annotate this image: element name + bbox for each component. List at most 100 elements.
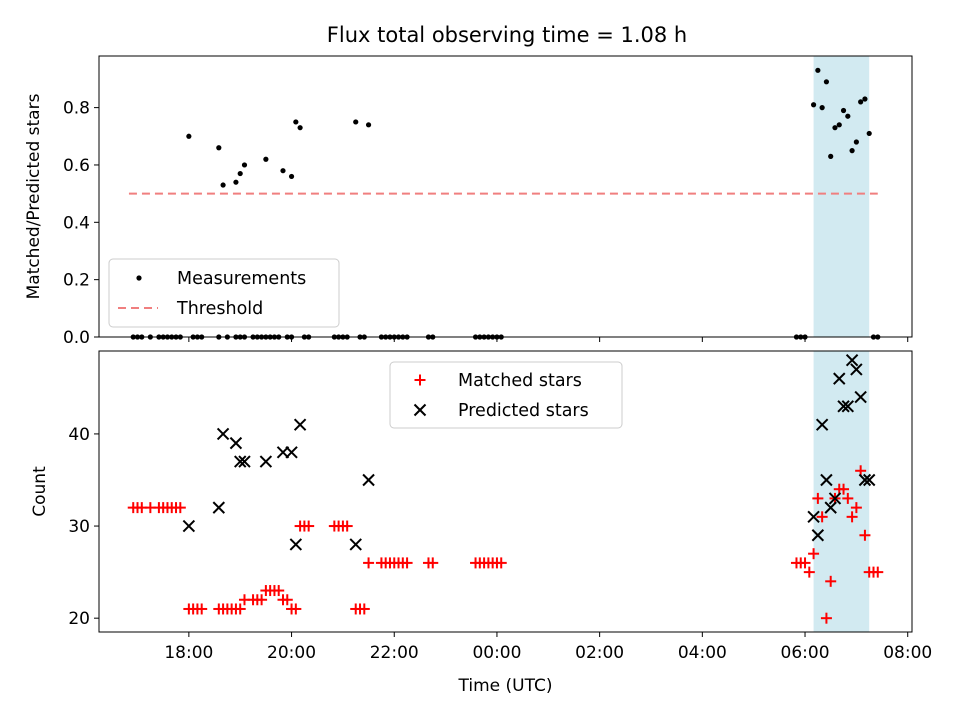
top-legend-box bbox=[108, 258, 340, 328]
predicted-point bbox=[807, 510, 820, 524]
predicted-star-points bbox=[182, 354, 876, 551]
measurement-point bbox=[815, 67, 821, 73]
measurement-point bbox=[849, 148, 855, 154]
matched-point bbox=[842, 492, 854, 504]
x-stroke-b bbox=[229, 436, 243, 450]
measurement-point bbox=[853, 139, 859, 145]
matched-point bbox=[256, 594, 268, 606]
x-stroke-b bbox=[824, 501, 837, 514]
top-y-tick-label: 0.8 bbox=[63, 99, 90, 119]
predicted-point bbox=[815, 418, 829, 431]
predicted-point bbox=[289, 538, 303, 551]
matched-point bbox=[820, 612, 832, 624]
x-tick-label: 06:00 bbox=[781, 643, 830, 663]
measurement-point bbox=[836, 122, 842, 128]
predicted-point bbox=[833, 372, 846, 385]
bottom-x-axis-ticks: 18:00 20:00 22:00 00:00 02:00 04:00 06:00 08:00 bbox=[164, 632, 932, 663]
ratio-panel: 0.00.20.40.60.8 Matched/Predicted stars … bbox=[24, 55, 913, 348]
x-stroke-b bbox=[216, 427, 230, 441]
bottom-y-axis-ticks: 20 30 40 bbox=[68, 425, 99, 629]
top-y-tick-label: 0.2 bbox=[63, 271, 90, 291]
x-tick-label: 20:00 bbox=[267, 643, 316, 663]
legend-threshold-label: Threshold bbox=[176, 299, 263, 319]
measurement-point bbox=[297, 125, 303, 131]
legend-matched-label: Matched stars bbox=[458, 371, 582, 391]
predicted-point bbox=[212, 501, 226, 514]
predicted-point bbox=[233, 455, 247, 468]
matched-point bbox=[363, 557, 375, 569]
matched-point bbox=[358, 603, 370, 615]
matched-point bbox=[303, 520, 315, 532]
matched-point bbox=[273, 585, 285, 597]
predicted-point bbox=[824, 501, 837, 514]
legend-matched-marker bbox=[414, 374, 426, 386]
matched-point bbox=[846, 511, 858, 523]
x-stroke-b bbox=[850, 363, 863, 376]
predicted-point bbox=[285, 446, 298, 459]
measurement-point bbox=[832, 125, 838, 131]
predicted-point bbox=[858, 473, 872, 487]
matched-point bbox=[838, 483, 850, 495]
matched-star-points bbox=[127, 465, 884, 624]
measurement-point bbox=[819, 105, 825, 111]
bottom-y-tick-label: 30 bbox=[68, 517, 90, 537]
measurement-point bbox=[186, 133, 192, 139]
predicted-point bbox=[293, 418, 307, 431]
measurement-point bbox=[216, 145, 222, 151]
predicted-point bbox=[828, 492, 842, 505]
measurement-point bbox=[823, 79, 830, 85]
measurement-point bbox=[862, 96, 868, 102]
top-x-axis-ticks bbox=[188, 337, 909, 342]
measurement-point bbox=[866, 130, 872, 137]
legend-measurements-marker bbox=[136, 275, 142, 281]
x-tick-label: 00:00 bbox=[472, 643, 521, 663]
x-tick-label: 18:00 bbox=[164, 643, 213, 663]
measurement-point bbox=[233, 179, 239, 185]
top-y-tick-label: 0.0 bbox=[63, 328, 90, 348]
predicted-point bbox=[845, 354, 859, 367]
measurement-point bbox=[288, 173, 295, 180]
matched-point bbox=[341, 520, 353, 532]
matched-point bbox=[808, 548, 820, 560]
x-stroke-b bbox=[828, 492, 842, 505]
matched-point bbox=[281, 594, 293, 606]
x-stroke-b bbox=[293, 418, 307, 431]
matched-point bbox=[816, 511, 828, 523]
x-stroke-b bbox=[212, 501, 226, 514]
top-legend: Measurements Threshold bbox=[108, 258, 340, 328]
bottom-y-tick-label: 20 bbox=[68, 609, 90, 629]
top-y-axis-label: Matched/Predicted stars bbox=[24, 93, 44, 299]
measurement-point bbox=[263, 156, 269, 162]
x-stroke-b bbox=[238, 455, 251, 468]
x-stroke-b bbox=[807, 510, 820, 524]
measurement-point bbox=[840, 107, 847, 114]
matched-point bbox=[196, 603, 208, 615]
legend-predicted-marker bbox=[413, 403, 427, 417]
x-stroke-b bbox=[362, 473, 375, 487]
predicted-point bbox=[182, 519, 196, 533]
top-plot-frame bbox=[98, 55, 913, 338]
predicted-point bbox=[349, 538, 362, 551]
bottom-y-tick-label: 40 bbox=[68, 425, 90, 445]
bottom-legend: Matched stars Predicted stars bbox=[389, 361, 623, 429]
predicted-point bbox=[841, 400, 855, 413]
top-y-tick-label: 0.6 bbox=[63, 156, 90, 176]
x-stroke-b bbox=[413, 403, 427, 417]
measurement-point bbox=[280, 168, 286, 174]
bottom-plot-frame bbox=[98, 350, 913, 633]
x-axis-label: Time (UTC) bbox=[458, 676, 553, 696]
predicted-point bbox=[259, 455, 273, 468]
predicted-point bbox=[850, 363, 863, 376]
x-tick-label: 04:00 bbox=[678, 643, 727, 663]
predicted-point bbox=[362, 473, 375, 487]
x-stroke-b bbox=[837, 400, 850, 413]
x-tick-label: 22:00 bbox=[370, 643, 419, 663]
x-tick-label: 08:00 bbox=[883, 643, 932, 663]
legend-plus bbox=[414, 374, 426, 386]
matched-point bbox=[799, 557, 811, 569]
matched-point bbox=[872, 566, 884, 578]
predicted-point bbox=[811, 529, 825, 542]
matched-point bbox=[859, 529, 871, 541]
matched-point bbox=[812, 492, 824, 504]
